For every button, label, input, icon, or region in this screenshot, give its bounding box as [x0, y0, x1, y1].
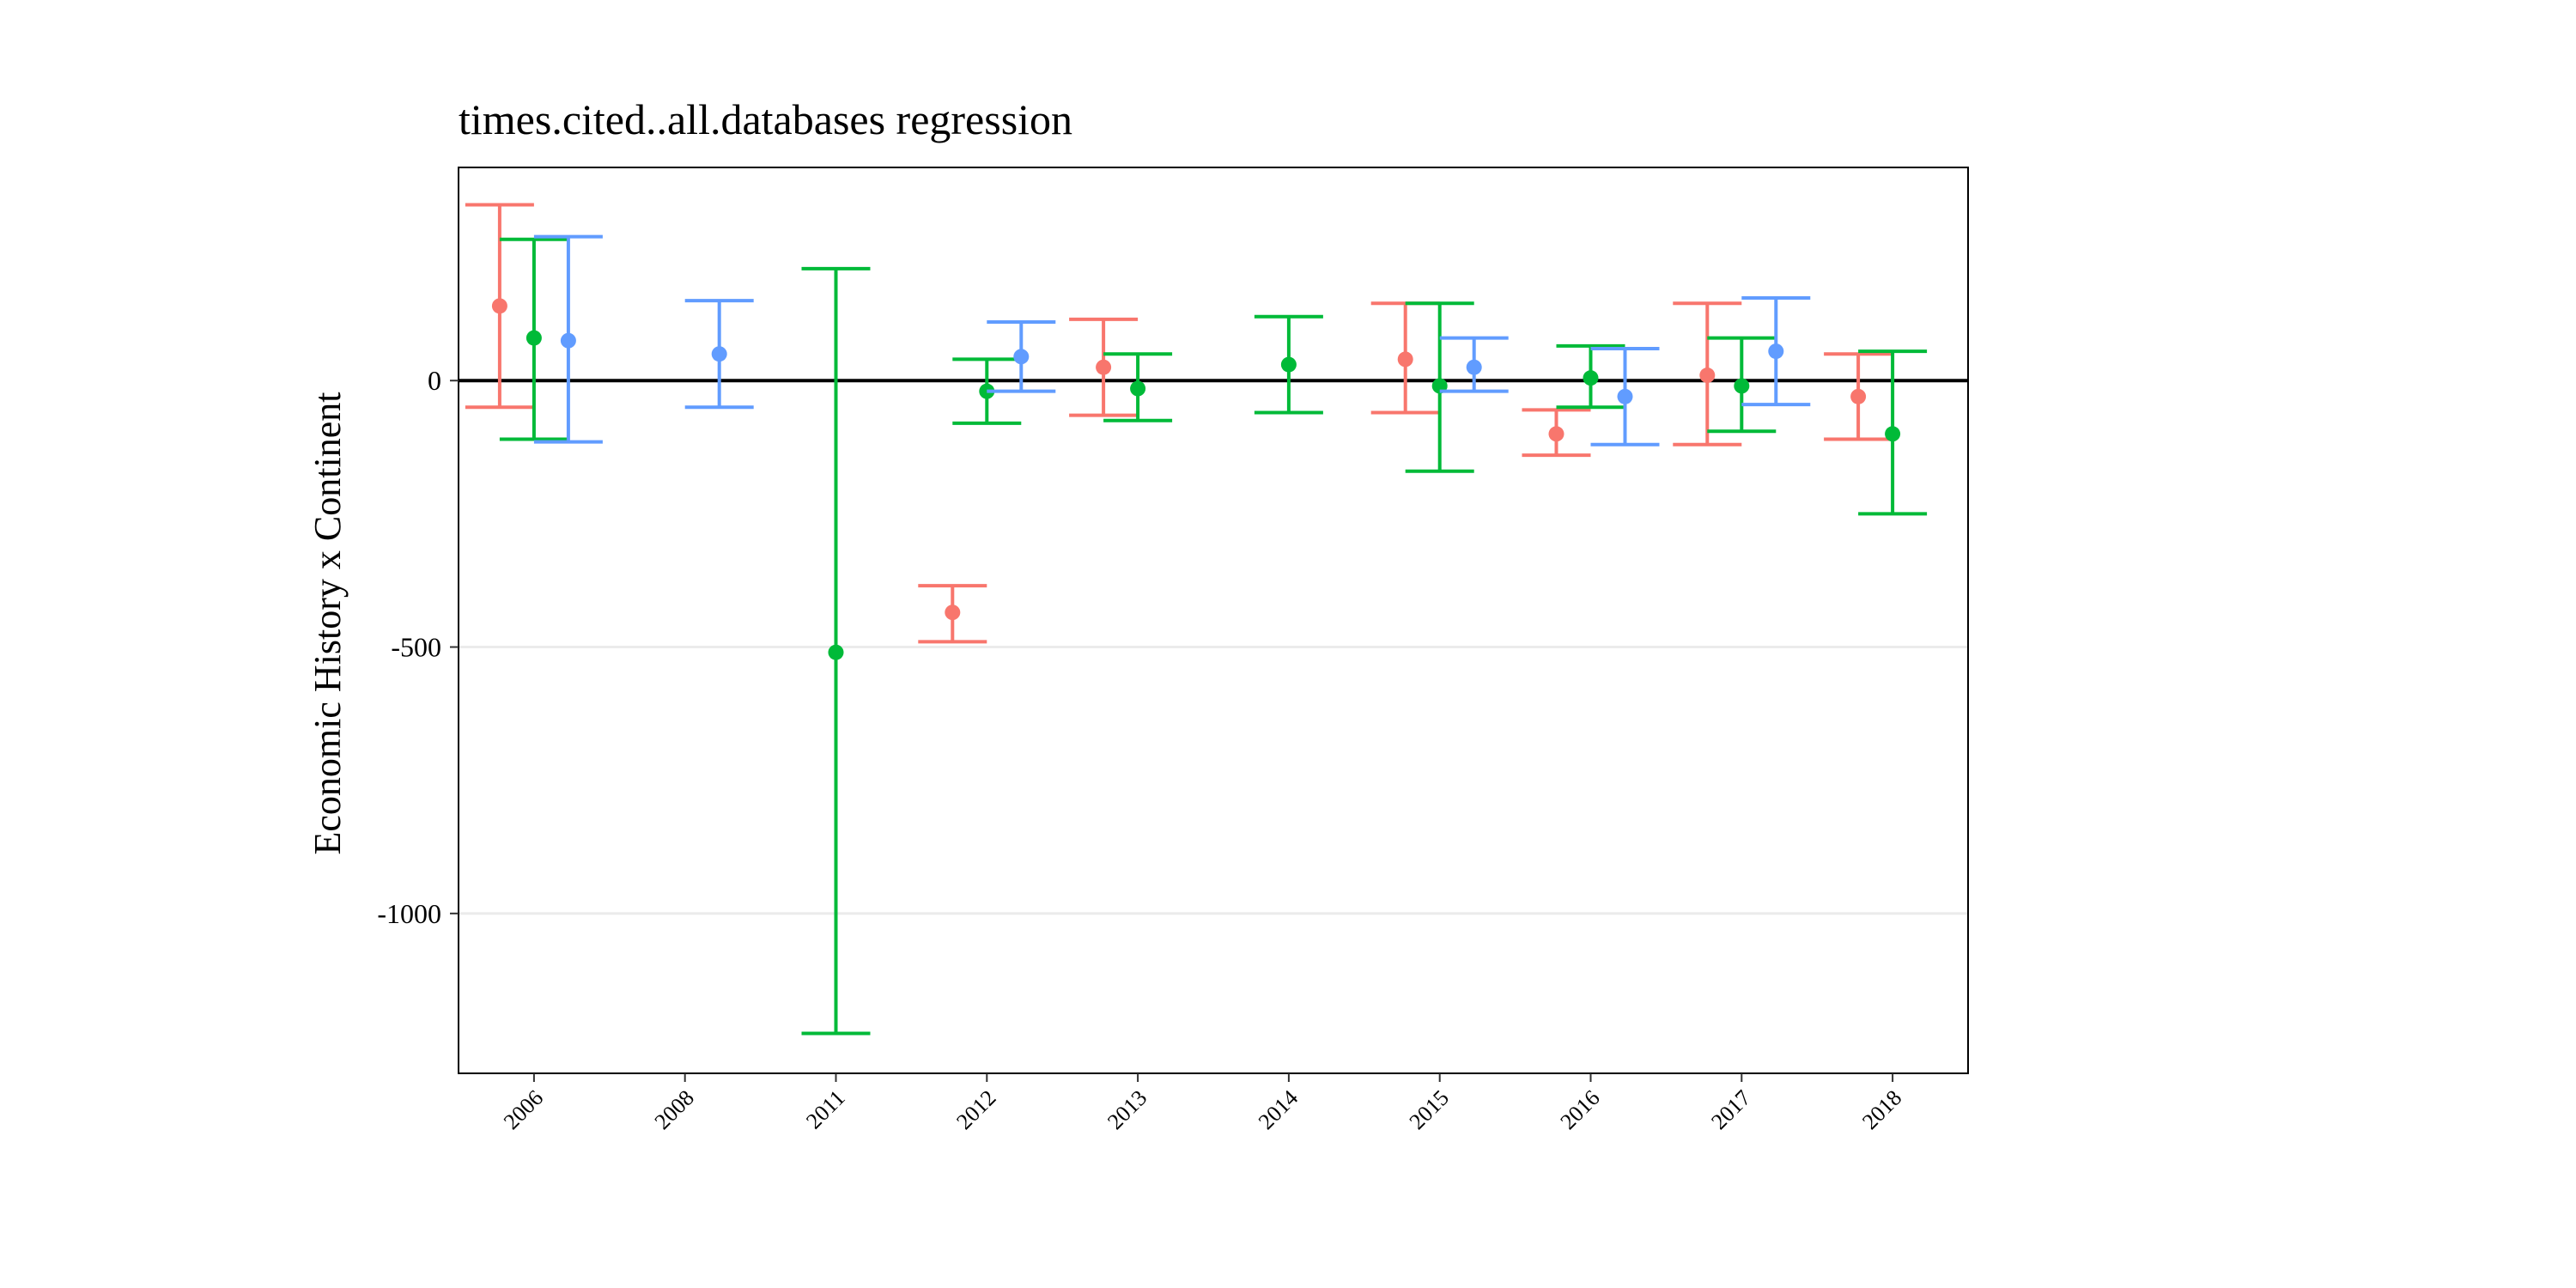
- data-point: [491, 298, 507, 314]
- data-point: [1768, 343, 1784, 360]
- x-tick-label: 2011: [801, 1085, 850, 1134]
- x-axis: 2006 2008 2011 2012 2013 2014 2015 2016 2017 2018: [499, 1073, 1906, 1134]
- data-point: [1699, 368, 1716, 384]
- error-bar: [1858, 349, 1928, 516]
- x-tick-label: 2015: [1405, 1085, 1454, 1134]
- y-axis: -1000 -500 0: [377, 365, 459, 929]
- x-tick-label: 2013: [1103, 1085, 1151, 1134]
- y-tick-label: -500: [391, 632, 441, 663]
- data-point: [1734, 378, 1750, 394]
- error-bar: [684, 299, 754, 410]
- error-bar: [1741, 296, 1811, 407]
- y-axis-label: Economic History x Continent: [307, 392, 349, 855]
- error-bar: [1673, 301, 1742, 447]
- data-point: [945, 605, 961, 621]
- error-bar: [499, 237, 568, 441]
- x-tick-label: 2016: [1555, 1085, 1604, 1134]
- data-point: [1096, 359, 1112, 375]
- error-bar: [1439, 336, 1509, 393]
- data-point: [1583, 370, 1599, 386]
- data-point: [1617, 388, 1633, 404]
- data-point: [1397, 351, 1413, 368]
- chart-title: times.cited..all.databases regression: [459, 95, 1072, 143]
- error-bar: [1707, 336, 1777, 434]
- data-point: [1850, 388, 1867, 404]
- error-bar: [1556, 343, 1625, 410]
- error-bar: [1103, 352, 1173, 422]
- data-point: [711, 346, 727, 362]
- gridlines: [459, 646, 1968, 915]
- data-point: [1885, 426, 1901, 442]
- data-point: [1280, 356, 1297, 373]
- error-bar: [1254, 314, 1323, 415]
- x-tick-label: 2017: [1706, 1085, 1755, 1134]
- x-tick-label: 2018: [1857, 1085, 1906, 1134]
- error-bar: [918, 584, 987, 644]
- error-bar: [1405, 301, 1474, 473]
- error-bar: [1370, 301, 1440, 415]
- data-point: [1466, 359, 1482, 375]
- x-tick-label: 2006: [499, 1085, 548, 1134]
- error-bar: [465, 203, 534, 410]
- data-point: [1013, 349, 1030, 365]
- x-tick-label: 2014: [1254, 1085, 1303, 1134]
- plot-panel: [458, 167, 1969, 1074]
- x-tick-label: 2012: [951, 1085, 1000, 1134]
- error-bar: [1522, 408, 1591, 458]
- data-point: [1548, 426, 1564, 442]
- data-point: [828, 644, 844, 660]
- error-bars: [465, 203, 1928, 1036]
- data-point: [560, 332, 576, 349]
- error-bar: [1069, 317, 1139, 417]
- error-bar: [1590, 347, 1660, 447]
- y-tick-label: -1000: [377, 898, 441, 929]
- error-bar: [987, 319, 1056, 393]
- data-point: [1130, 380, 1146, 397]
- error-bar: [1824, 352, 1893, 441]
- x-tick-label: 2008: [650, 1085, 699, 1134]
- y-tick-label: 0: [428, 365, 441, 396]
- data-point: [526, 330, 542, 346]
- error-bar: [801, 266, 871, 1036]
- error-bar: [533, 234, 603, 444]
